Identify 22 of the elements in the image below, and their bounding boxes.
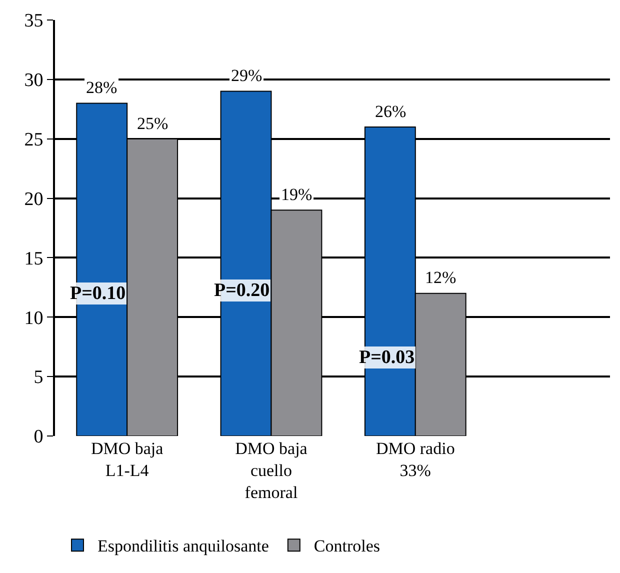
annotation: P=0.20 (214, 280, 270, 301)
y-tick-label: 30 (24, 70, 44, 92)
data-label: 26% (375, 102, 406, 121)
y-tick-label: 0 (34, 426, 44, 448)
data-label: 25% (137, 114, 168, 133)
y-tick-label: 20 (24, 188, 44, 210)
legend-label: Controles (314, 536, 380, 556)
y-tick-label: 35 (24, 10, 44, 32)
x-tick-label: DMO baja cuello femoral (235, 439, 308, 502)
data-label: 19% (281, 185, 312, 204)
y-tick-label: 25 (24, 130, 44, 151)
y-tick-label: 10 (24, 308, 44, 329)
data-label: 29% (231, 66, 262, 85)
annotation: P=0.10 (70, 283, 126, 304)
legend-label: Espondilitis anquilosante (98, 536, 269, 556)
data-label: 12% (425, 268, 456, 287)
y-tick-label: 5 (34, 367, 44, 388)
annotation: P=0.03 (359, 347, 415, 368)
x-tick-label: DMO radio 33% (376, 439, 455, 480)
data-label: 28% (86, 78, 118, 97)
y-tick-label: 15 (24, 248, 44, 270)
x-tick-label: DMO baja L1-L4 (90, 439, 164, 480)
